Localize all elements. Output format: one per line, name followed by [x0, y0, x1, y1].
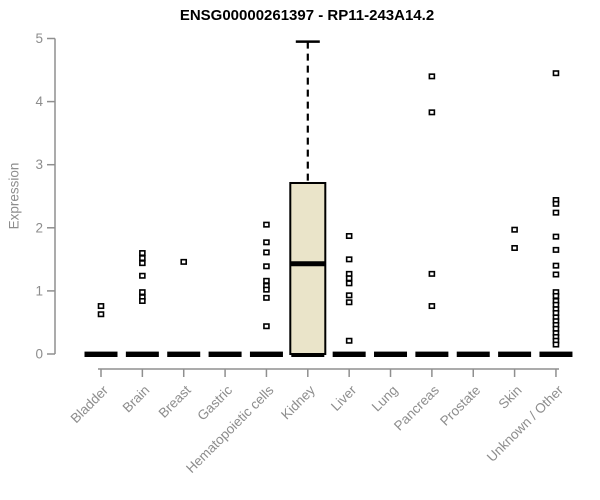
y-tick-label: 0 [35, 347, 43, 362]
data-point [139, 260, 146, 267]
y-tick-label: 5 [35, 31, 43, 46]
data-point [552, 292, 560, 299]
chart-title: ENSG00000261397 - RP11-243A14.2 [179, 7, 435, 24]
data-point [139, 255, 146, 262]
zero-expression-bar [374, 351, 408, 357]
x-tick-label: Brain [120, 383, 153, 416]
data-point [345, 275, 353, 282]
data-point [263, 239, 270, 246]
data-point [345, 233, 353, 240]
zero-expression-bar [167, 351, 201, 357]
data-point [97, 303, 105, 310]
data-point [428, 303, 436, 310]
data-point [263, 263, 270, 270]
data-point [552, 233, 560, 240]
data-point [139, 272, 146, 279]
data-point [511, 244, 518, 251]
x-tick-label: Kidney [278, 382, 318, 422]
x-tick-label: Prostate [437, 383, 483, 429]
data-point [345, 280, 353, 287]
data-point [345, 337, 353, 344]
zero-expression-bar [539, 351, 573, 357]
data-point [345, 299, 353, 306]
data-point [552, 70, 560, 77]
data-point [552, 271, 560, 278]
data-point [139, 289, 146, 296]
data-point [263, 294, 270, 301]
y-axis-title: Expression [6, 162, 22, 230]
data-point [263, 277, 270, 284]
y-tick-label: 2 [35, 220, 43, 235]
x-tick-label: Breast [156, 382, 194, 420]
zero-expression-bar [208, 351, 242, 357]
x-tick-label: Liver [328, 382, 360, 414]
x-tick-label: Bladder [68, 382, 112, 426]
data-point [139, 250, 146, 257]
y-tick-label: 4 [35, 94, 43, 109]
data-point [552, 341, 560, 348]
data-point [552, 262, 560, 269]
zero-expression-bar [125, 351, 159, 357]
x-tick-label: Lung [369, 383, 401, 415]
zero-expression-bar [84, 351, 118, 357]
zero-expression-bar [249, 351, 283, 357]
data-point [139, 297, 146, 304]
data-point [345, 256, 353, 263]
data-point [180, 258, 188, 265]
data-point [263, 323, 270, 330]
y-tick-label: 3 [35, 157, 43, 172]
zero-expression-bar [456, 351, 490, 357]
data-point [552, 200, 560, 207]
data-point [511, 226, 518, 233]
x-tick-label: Unknown / Other [484, 382, 567, 465]
data-point [552, 246, 560, 253]
data-point [428, 270, 436, 277]
x-tick-label: Pancreas [391, 382, 442, 433]
x-tick-label: Skin [496, 383, 525, 412]
data-point [263, 249, 270, 256]
zero-expression-bar [332, 351, 366, 357]
box [289, 181, 327, 355]
zero-expression-bar [415, 351, 449, 357]
x-tick-label: Gastric [194, 382, 235, 423]
data-point [552, 209, 560, 216]
data-point [428, 109, 436, 116]
data-point [428, 73, 436, 80]
zero-expression-bar [498, 351, 532, 357]
data-point [263, 221, 270, 228]
data-point [97, 311, 105, 318]
data-point [263, 286, 270, 293]
y-tick-label: 1 [35, 283, 43, 298]
data-point [345, 292, 353, 299]
